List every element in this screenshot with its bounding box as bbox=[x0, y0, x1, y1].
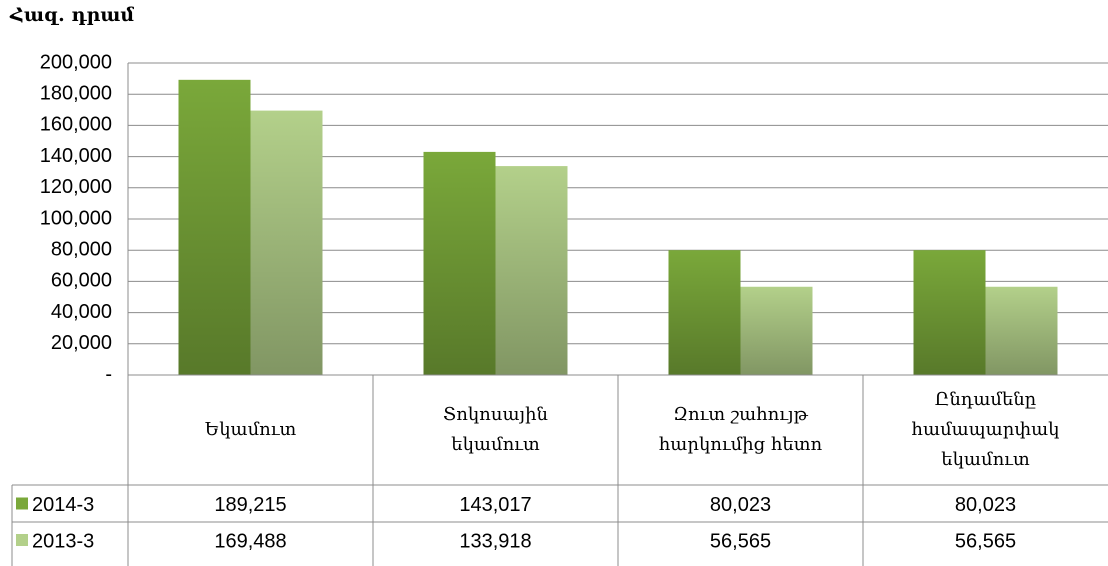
bar-shade bbox=[985, 286, 1058, 375]
table-value: 80,023 bbox=[710, 494, 771, 516]
bar-shade bbox=[740, 286, 813, 375]
y-tick-label: 20,000 bbox=[51, 332, 112, 354]
x-tick-label: Զուտ շահույթ հարկումից հետո bbox=[658, 404, 823, 455]
bar-shade bbox=[913, 250, 986, 375]
legend-key bbox=[16, 497, 28, 510]
y-tick-label: 120,000 bbox=[40, 176, 112, 198]
legend-key bbox=[16, 534, 28, 546]
y-tick-label: 140,000 bbox=[40, 145, 112, 167]
table-value: 56,565 bbox=[710, 530, 771, 552]
x-tick-label: Եկամուտ bbox=[204, 419, 297, 440]
bar-shade bbox=[495, 166, 568, 375]
y-tick-label: 100,000 bbox=[40, 207, 112, 229]
y-tick-label: 40,000 bbox=[51, 301, 112, 323]
bar-shade bbox=[668, 250, 741, 375]
y-tick-label: 160,000 bbox=[40, 114, 112, 136]
bar-shade bbox=[178, 79, 251, 376]
y-tick-label: 180,000 bbox=[40, 82, 112, 104]
table-value: 169,488 bbox=[214, 530, 286, 552]
legend-label: 2014-3 bbox=[32, 494, 94, 516]
chart-title: Հազ. դրամ bbox=[10, 4, 135, 26]
y-tick-label: 200,000 bbox=[40, 51, 112, 73]
table-value: 56,565 bbox=[955, 530, 1016, 552]
table-value: 189,215 bbox=[214, 494, 286, 516]
table-value: 80,023 bbox=[955, 494, 1016, 516]
y-tick-label: - bbox=[105, 363, 112, 385]
bar-shade bbox=[423, 151, 496, 375]
table-value: 133,918 bbox=[459, 530, 531, 552]
y-tick-label: 80,000 bbox=[51, 238, 112, 260]
bar-shade bbox=[250, 110, 323, 375]
x-tick-label: Տոկոսային եկամուտ bbox=[443, 404, 548, 455]
y-tick-label: 60,000 bbox=[51, 270, 112, 292]
x-tick-label: Ընդամենը համապարփակ եկամուտ bbox=[911, 389, 1060, 470]
table-value: 143,017 bbox=[459, 494, 531, 516]
legend-label: 2013-3 bbox=[32, 530, 94, 552]
